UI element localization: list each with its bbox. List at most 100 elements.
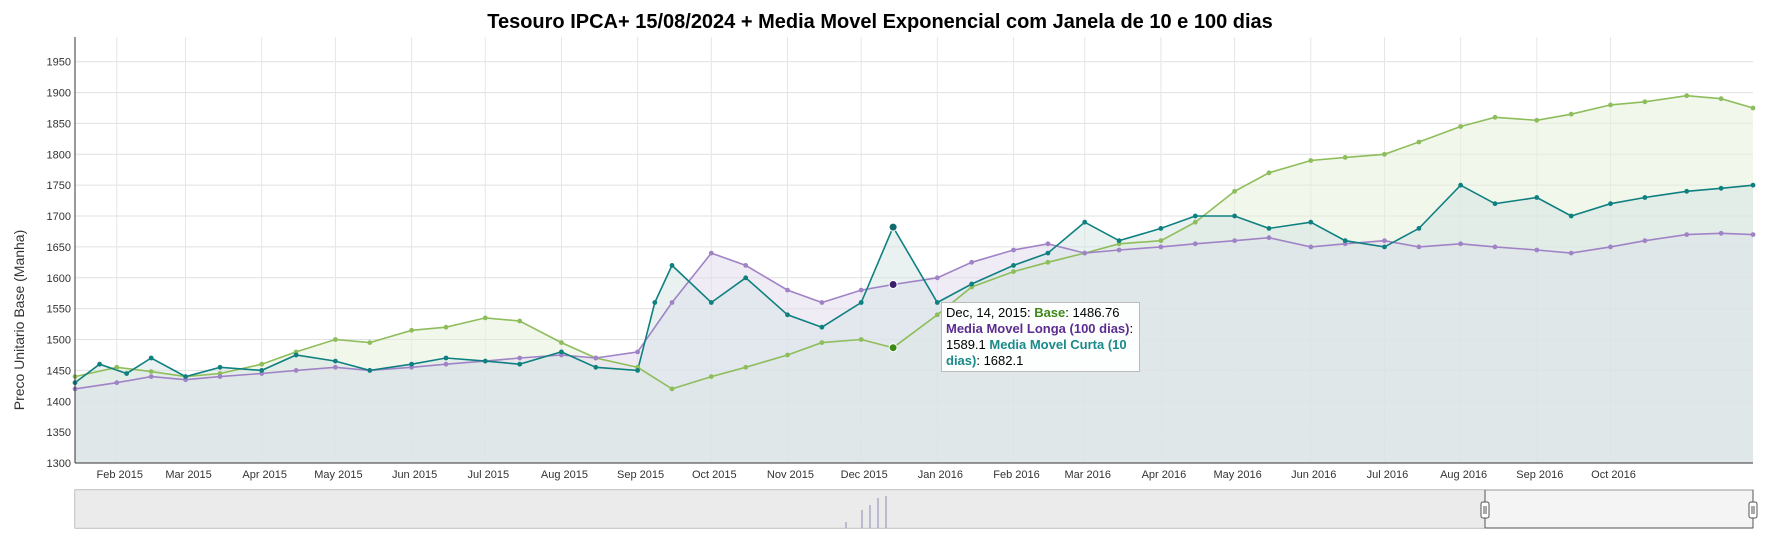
data-point <box>819 300 825 305</box>
data-point <box>1342 155 1348 160</box>
data-point <box>409 327 414 333</box>
y-tick-label: 1350 <box>47 427 71 439</box>
data-point <box>1718 230 1724 236</box>
data-point <box>482 358 488 364</box>
data-point <box>1342 238 1348 244</box>
data-point <box>1492 201 1498 207</box>
data-point <box>443 324 449 330</box>
data-point <box>1568 213 1574 219</box>
x-tick-label: Sep 2016 <box>1516 469 1563 481</box>
data-point <box>1382 151 1387 157</box>
data-point <box>1568 111 1574 117</box>
series-areas <box>75 95 1753 463</box>
x-tick-label: Apr 2015 <box>242 469 287 481</box>
data-point <box>482 315 488 321</box>
data-point <box>1642 195 1648 200</box>
data-point <box>217 364 223 370</box>
data-point <box>1308 158 1314 163</box>
data-point <box>934 300 940 305</box>
data-point <box>443 355 449 361</box>
data-point <box>1045 241 1051 247</box>
data-point <box>367 340 373 345</box>
data-point <box>517 318 523 324</box>
x-tick-label: Sep 2015 <box>617 469 664 481</box>
series-lines <box>74 94 1754 390</box>
data-point <box>669 300 675 305</box>
data-point <box>1718 185 1724 191</box>
data-point <box>1534 117 1540 123</box>
y-tick-label: 1300 <box>47 458 71 470</box>
data-point <box>1568 250 1574 256</box>
data-point <box>409 361 414 367</box>
data-point <box>1232 238 1237 244</box>
data-point <box>1158 226 1164 231</box>
data-point <box>708 374 714 379</box>
data-point <box>1534 195 1540 200</box>
hover-point <box>888 280 898 290</box>
y-tick-label: 1950 <box>47 57 71 69</box>
data-point <box>148 355 154 361</box>
x-tick-label: May 2015 <box>314 469 362 481</box>
x-tick-label: Oct 2015 <box>692 469 737 481</box>
data-point <box>785 352 790 358</box>
tooltip-base-value: 1486.76 <box>1072 305 1120 320</box>
tooltip-curta-label: Media Movel Curta (10 dias) <box>946 337 1127 368</box>
chart-title: Tesouro IPCA+ 15/08/2024 + Media Movel E… <box>487 11 1273 33</box>
data-point <box>1382 238 1387 244</box>
data-point <box>1011 247 1016 253</box>
data-point <box>333 364 338 370</box>
data-point <box>593 355 599 361</box>
x-tick-label: Aug 2016 <box>1440 469 1487 481</box>
y-tick-label: 1400 <box>47 396 71 408</box>
data-point <box>1684 93 1690 99</box>
data-point <box>593 364 599 370</box>
navigator-handle[interactable] <box>1748 501 1758 519</box>
data-point <box>1116 247 1122 253</box>
data-point <box>1158 238 1164 244</box>
x-tick-label: May 2016 <box>1213 469 1261 481</box>
x-tick-label: Jul 2015 <box>467 469 509 481</box>
data-point <box>293 368 299 373</box>
y-tick-label: 1450 <box>47 365 71 377</box>
y-tick-label: 1600 <box>47 273 71 285</box>
data-point <box>1266 226 1272 231</box>
data-point <box>1116 238 1122 244</box>
data-point <box>1750 232 1756 238</box>
range-navigator[interactable] <box>74 489 1758 529</box>
data-point <box>1158 244 1164 250</box>
data-point <box>743 275 749 281</box>
data-point <box>1416 226 1422 231</box>
data-point <box>708 300 714 305</box>
data-point <box>934 275 940 281</box>
data-point <box>635 368 640 373</box>
data-point <box>1308 219 1314 225</box>
y-tick-label: 1550 <box>47 304 71 316</box>
x-tick-label: Aug 2015 <box>541 469 588 481</box>
y-axis-label: Preco Unitario Base (Manha) <box>11 230 27 411</box>
data-point <box>1045 250 1051 256</box>
data-point <box>708 250 714 256</box>
y-tick-label: 1750 <box>47 180 71 192</box>
data-point <box>443 361 449 367</box>
y-tick-label: 1500 <box>47 335 71 347</box>
data-point <box>148 369 154 374</box>
data-point <box>1192 219 1198 225</box>
data-point <box>858 300 864 305</box>
data-point <box>819 324 825 330</box>
series-points <box>72 93 1756 392</box>
x-tick-label: Mar 2015 <box>165 469 211 481</box>
data-point <box>1232 213 1237 219</box>
data-point <box>652 300 658 305</box>
data-point <box>1492 244 1498 250</box>
series-line-1 <box>74 232 1754 390</box>
data-point <box>858 287 864 293</box>
series-area-2 <box>75 185 1753 463</box>
x-tick-label: Apr 2016 <box>1142 469 1187 481</box>
data-point <box>114 364 120 370</box>
data-point <box>819 340 825 345</box>
data-point <box>858 337 864 342</box>
x-tick-label: Mar 2016 <box>1065 469 1111 481</box>
y-tick-label: 1650 <box>47 242 71 254</box>
navigator-handle[interactable] <box>1480 501 1490 519</box>
hover-point <box>888 222 898 232</box>
